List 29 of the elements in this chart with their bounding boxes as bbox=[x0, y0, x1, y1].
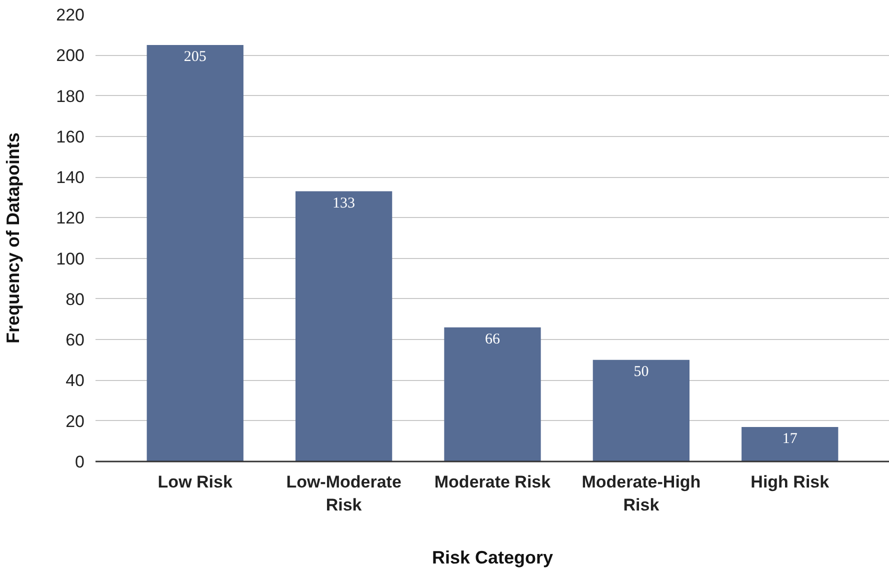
x-tick-label: Low-Moderate Risk bbox=[286, 472, 402, 514]
y-tick-label: 60 bbox=[66, 330, 85, 350]
x-tick-label: Low Risk bbox=[158, 472, 233, 492]
x-axis-title: Risk Category bbox=[432, 547, 554, 568]
y-tick-label: 160 bbox=[56, 127, 85, 146]
y-axis-title: Frequency of Datapoints bbox=[3, 132, 24, 344]
x-tick-label: High Risk bbox=[750, 472, 830, 492]
y-tick-label: 0 bbox=[75, 452, 85, 472]
y-tick-label: 80 bbox=[66, 290, 85, 309]
y-tick-label: 140 bbox=[56, 168, 85, 188]
y-tick-label: 100 bbox=[56, 249, 85, 268]
bar bbox=[592, 360, 690, 462]
bar bbox=[295, 191, 392, 462]
bar bbox=[444, 327, 541, 462]
bar bbox=[146, 44, 244, 462]
x-tick-label: Moderate Risk bbox=[434, 472, 552, 492]
y-tick-label: 120 bbox=[56, 208, 85, 228]
data-label: 17 bbox=[782, 430, 798, 447]
y-tick-label: 180 bbox=[56, 86, 85, 106]
y-tick-label: 20 bbox=[66, 412, 85, 431]
y-tick-label: 220 bbox=[56, 6, 85, 24]
data-label: 66 bbox=[485, 331, 500, 348]
x-tick-label: Moderate-High Risk bbox=[582, 472, 701, 514]
data-label: 50 bbox=[634, 364, 649, 380]
data-label: 205 bbox=[184, 48, 206, 65]
y-tick-label: 40 bbox=[66, 371, 85, 390]
data-label: 133 bbox=[332, 195, 356, 212]
bar bbox=[742, 426, 838, 462]
y-tick-label: 200 bbox=[56, 46, 85, 66]
